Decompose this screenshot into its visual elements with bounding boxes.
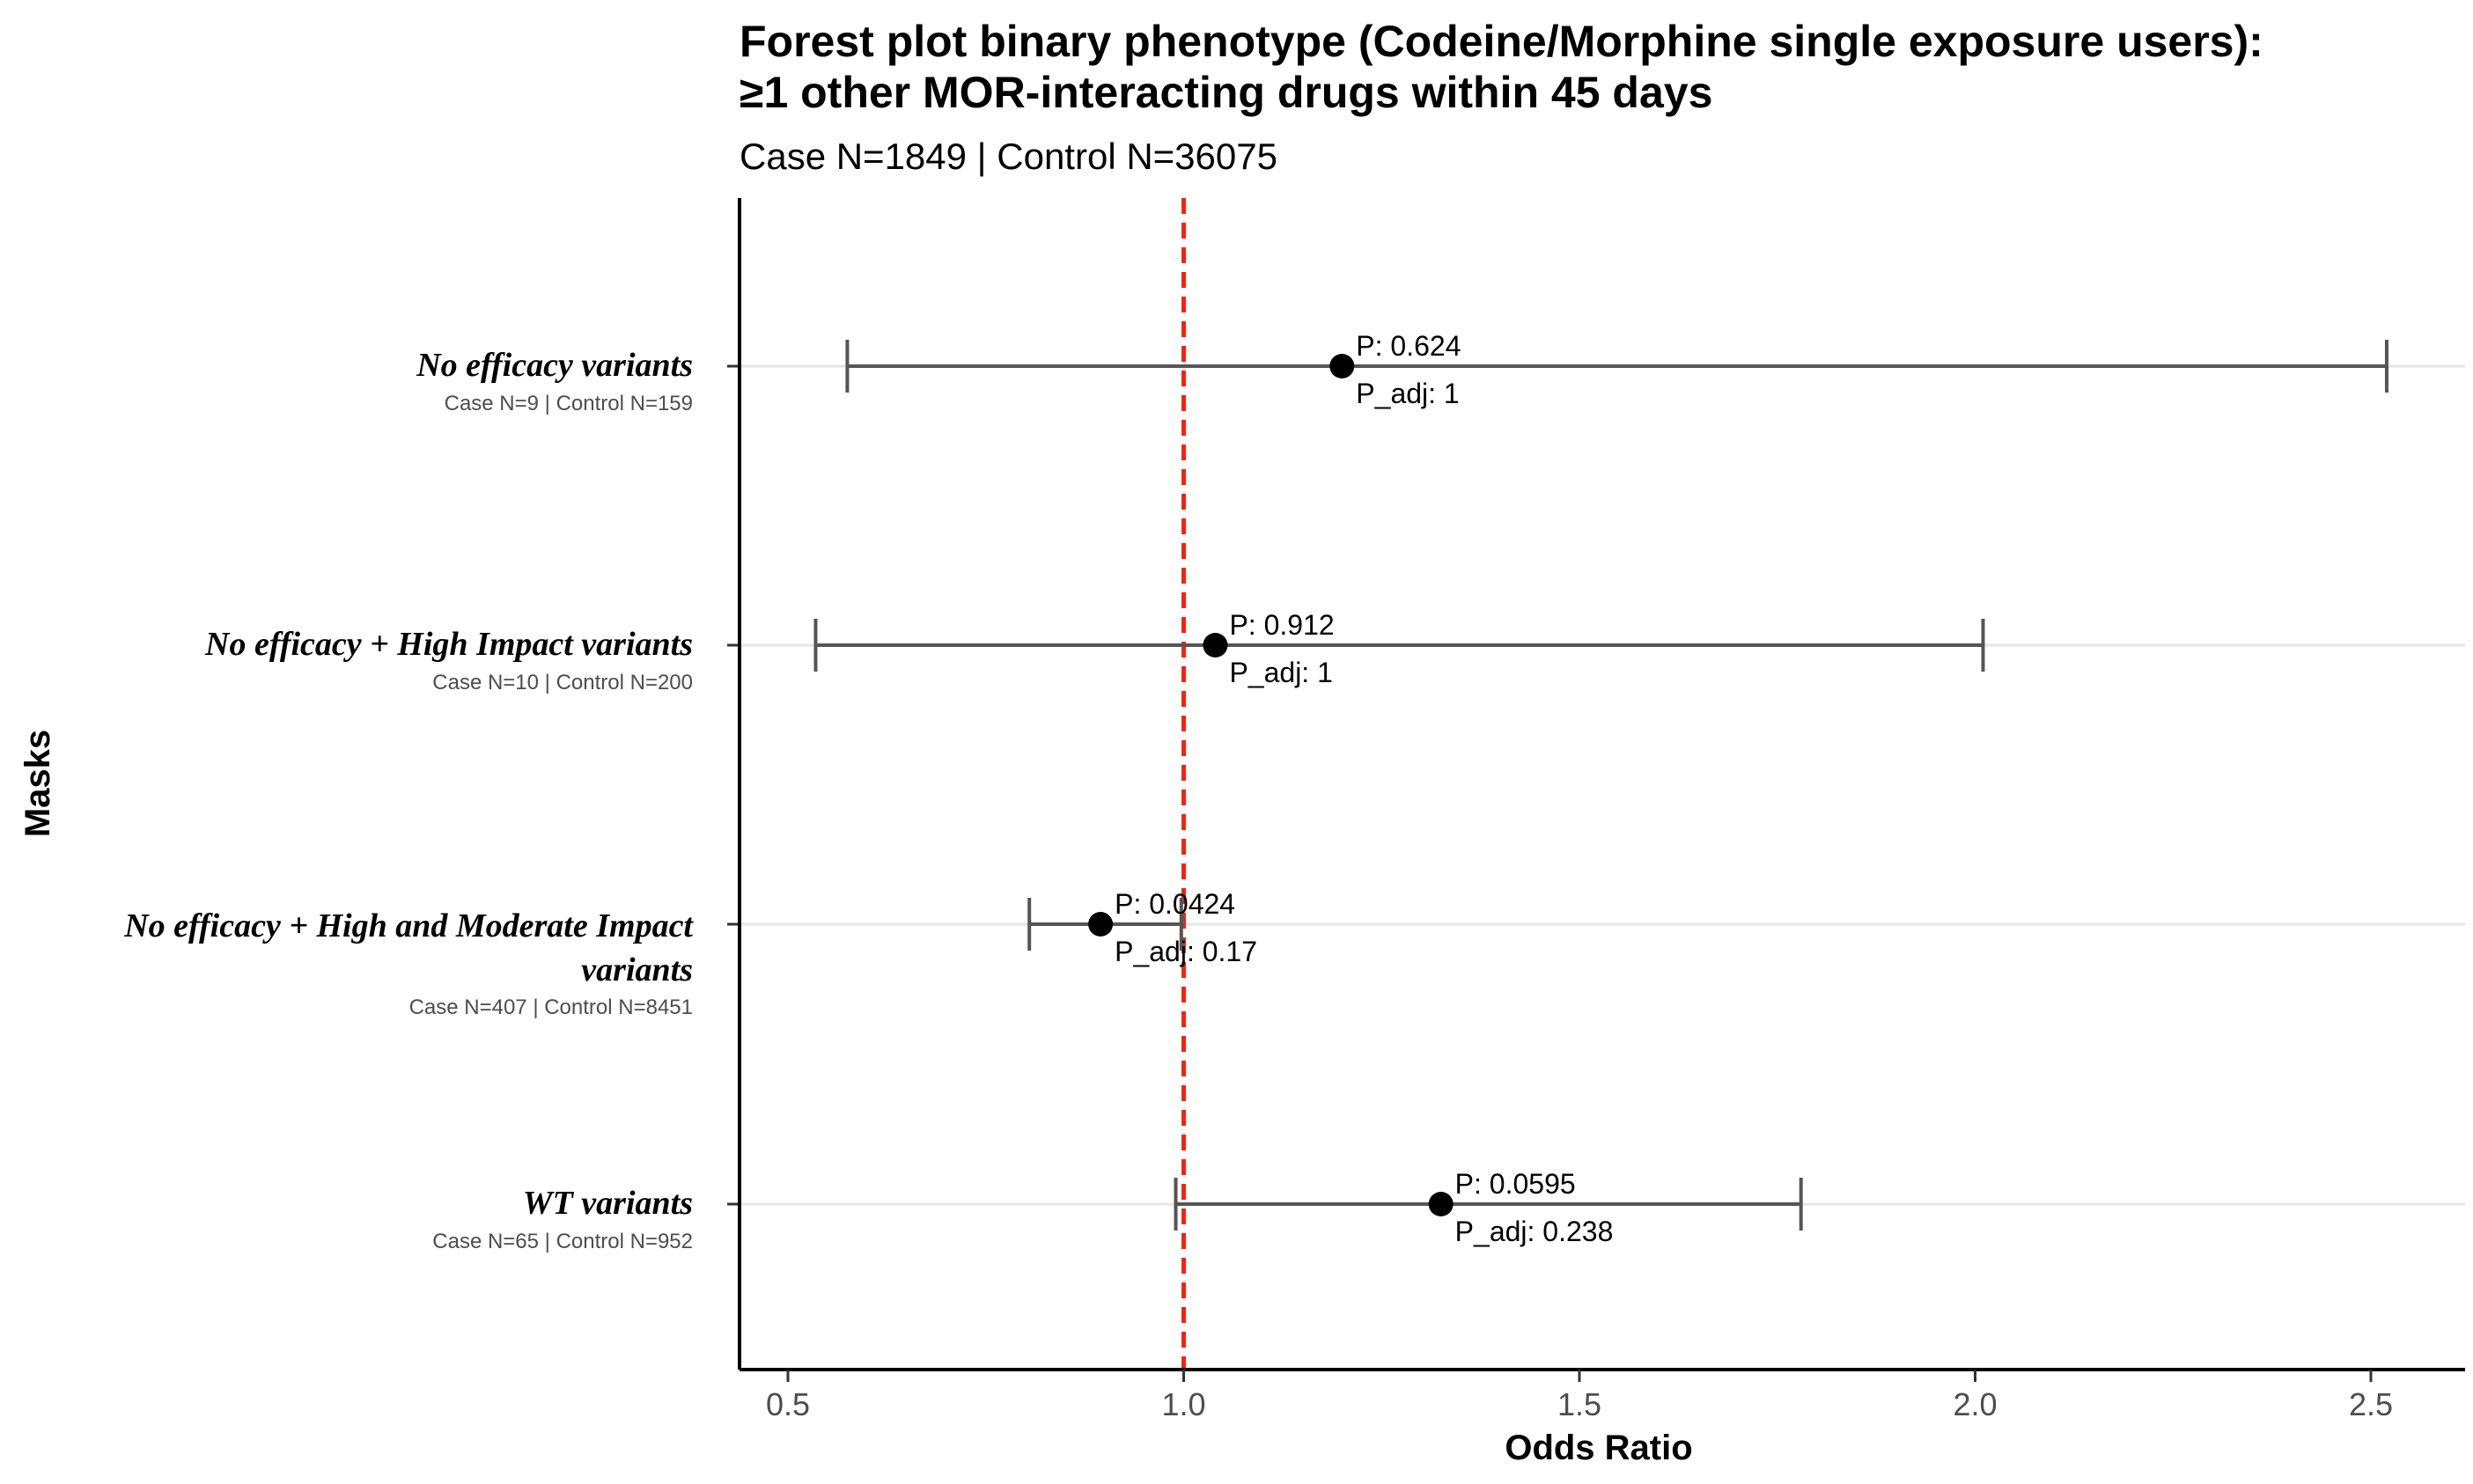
x-axis-title: Odds Ratio	[1505, 1429, 1692, 1467]
chart-title-line-1: Forest plot binary phenotype (Codeine/Mo…	[740, 17, 2263, 66]
forest-row: P: 0.0424 P_adj: 0.17 No efficacy + High a…	[123, 888, 1257, 1019]
chart-title-line-2: ≥1 other MOR-interacting drugs within 45…	[740, 68, 1712, 117]
forest-row: P: 0.912 P_adj: 1 No efficacy + High Impac…	[204, 609, 1985, 694]
p-adj-label: P_adj: 1	[1229, 657, 1332, 688]
category-label: No efficacy variants	[416, 347, 693, 384]
category-sublabel: Case N=10 | Control N=200	[432, 671, 693, 694]
p-value-label: P: 0.624	[1356, 330, 1461, 362]
forest-rows: P: 0.624 P_adj: 1 No efficacy variants Case…	[123, 330, 2388, 1253]
category-sublabel: Case N=407 | Control N=8451	[409, 995, 693, 1019]
chart-subtitle: Case N=1849 | Control N=36075	[740, 136, 1277, 177]
p-value-label: P: 0.0595	[1455, 1168, 1576, 1200]
x-tick-label: 2.0	[1953, 1386, 1997, 1422]
x-tick-label: 0.5	[766, 1386, 810, 1422]
p-adj-label: P_adj: 1	[1356, 378, 1459, 409]
odds-ratio-point	[1203, 633, 1228, 658]
p-adj-label: P_adj: 0.17	[1115, 936, 1257, 967]
forest-row: P: 0.624 P_adj: 1 No efficacy variants Case…	[416, 330, 2388, 415]
odds-ratio-point	[1329, 354, 1355, 378]
x-axis-ticks: 0.5 1.0 1.5 2.0 2.5	[766, 1370, 2393, 1422]
category-sublabel: Case N=9 | Control N=159	[445, 392, 693, 415]
p-adj-label: P_adj: 0.238	[1455, 1216, 1614, 1247]
p-value-label: P: 0.912	[1229, 609, 1334, 641]
category-label: No efficacy + High Impact variants	[204, 626, 693, 663]
x-tick-label: 1.5	[1557, 1386, 1601, 1422]
forest-row: P: 0.0595 P_adj: 0.238 WT variants Case N=6…	[432, 1168, 1803, 1253]
odds-ratio-point	[1428, 1192, 1454, 1216]
category-label-line: No efficacy + High and Moderate Impact	[123, 907, 694, 944]
x-tick-label: 2.5	[2349, 1386, 2393, 1422]
category-label: WT variants	[523, 1185, 693, 1222]
y-axis-title: Masks	[18, 730, 57, 837]
category-sublabel: Case N=65 | Control N=952	[432, 1230, 693, 1253]
category-label-line: variants	[581, 951, 693, 988]
p-value-label: P: 0.0424	[1115, 888, 1235, 920]
odds-ratio-point	[1088, 912, 1114, 937]
x-tick-label: 1.0	[1161, 1386, 1205, 1422]
gridlines	[740, 364, 2465, 1206]
